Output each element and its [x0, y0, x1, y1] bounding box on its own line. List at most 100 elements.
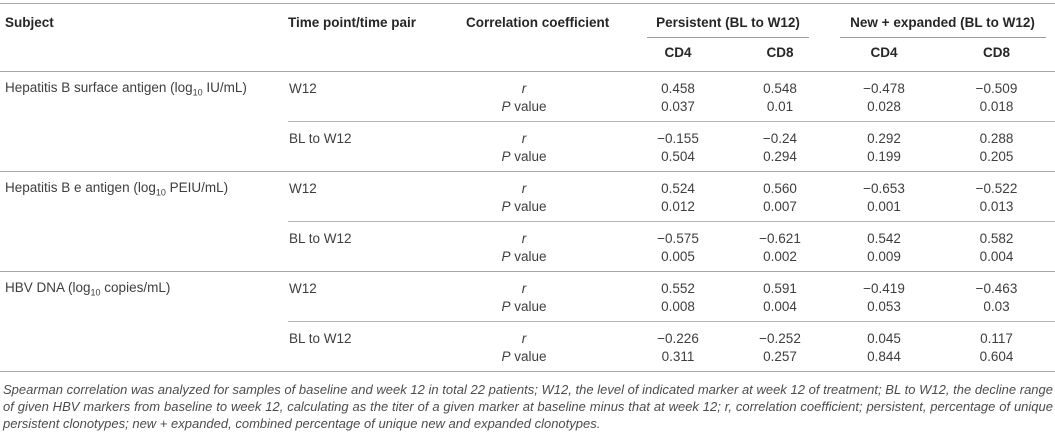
value-cell: 0.005	[626, 247, 730, 271]
column-group-new-expanded-label: New + expanded (BL to W12)	[840, 4, 1046, 38]
value-cell: 0.591	[730, 271, 830, 297]
header-row-groups: Subject Time point/time pair Correlation…	[0, 4, 1055, 39]
value-cell: −0.575	[626, 221, 730, 247]
stat-label-cell: P value	[466, 247, 626, 271]
value-cell: 0.205	[938, 147, 1055, 171]
column-group-persistent: Persistent (BL to W12)	[626, 4, 830, 39]
subject-cell: Hepatitis B surface antigen (log10 IU/mL…	[0, 71, 288, 171]
time-point-cell	[288, 147, 466, 171]
value-cell: 0.001	[830, 197, 938, 221]
value-cell: 0.018	[938, 97, 1055, 121]
stat-label-cell: r	[466, 221, 626, 247]
value-cell: 0.292	[830, 121, 938, 147]
subject-name: Hepatitis B surface antigen (log	[5, 80, 193, 95]
p-label-rest: value	[510, 299, 546, 314]
value-cell: −0.226	[626, 321, 730, 347]
value-cell: 0.01	[730, 97, 830, 121]
value-cell: 0.028	[830, 97, 938, 121]
value-cell: 0.002	[730, 247, 830, 271]
table-footnote: Spearman correlation was analyzed for sa…	[0, 381, 1055, 432]
value-cell: −0.509	[938, 71, 1055, 97]
p-label-rest: value	[510, 199, 546, 214]
stat-label-cell: r	[466, 121, 626, 147]
p-label-rest: value	[510, 149, 546, 164]
value-cell: −0.478	[830, 71, 938, 97]
value-cell: −0.463	[938, 271, 1055, 297]
value-cell: 0.288	[938, 121, 1055, 147]
value-cell: −0.522	[938, 171, 1055, 197]
column-header-subject: Subject	[0, 4, 288, 72]
subject-cell: Hepatitis B e antigen (log10 PEIU/mL)	[0, 171, 288, 271]
stat-label-cell: P value	[466, 197, 626, 221]
value-cell: −0.24	[730, 121, 830, 147]
stat-label-cell: r	[466, 171, 626, 197]
value-cell: −0.155	[626, 121, 730, 147]
column-header-correlation: Correlation coefficient	[466, 4, 626, 72]
subject-block-hbv-dna: HBV DNA (log10 copies/mL) W12 r 0.552 0.…	[0, 271, 1055, 371]
time-point-cell: BL to W12	[288, 221, 466, 247]
value-cell: 0.008	[626, 297, 730, 321]
value-cell: 0.257	[730, 347, 830, 371]
p-label-rest: value	[510, 249, 546, 264]
column-header-new-cd4: CD4	[830, 38, 938, 71]
value-cell: 0.013	[938, 197, 1055, 221]
time-point-cell: W12	[288, 171, 466, 197]
subject-block-hbeag: Hepatitis B e antigen (log10 PEIU/mL) W1…	[0, 171, 1055, 271]
stat-label-cell: r	[466, 321, 626, 347]
table-row: HBV DNA (log10 copies/mL) W12 r 0.552 0.…	[0, 271, 1055, 297]
value-cell: 0.004	[938, 247, 1055, 271]
subject-name-unit: copies/mL)	[101, 280, 171, 295]
stat-label-cell: P value	[466, 297, 626, 321]
value-cell: 0.548	[730, 71, 830, 97]
column-header-persistent-cd8: CD8	[730, 38, 830, 71]
time-point-cell: BL to W12	[288, 321, 466, 347]
value-cell: 0.045	[830, 321, 938, 347]
column-header-persistent-cd4: CD4	[626, 38, 730, 71]
subject-name-subscript: 10	[91, 287, 101, 297]
p-label-rest: value	[510, 349, 546, 364]
time-point-cell: W12	[288, 271, 466, 297]
time-point-cell	[288, 97, 466, 121]
value-cell: 0.542	[830, 221, 938, 247]
value-cell: 0.117	[938, 321, 1055, 347]
table-row: Hepatitis B surface antigen (log10 IU/mL…	[0, 71, 1055, 97]
column-group-persistent-label: Persistent (BL to W12)	[647, 4, 809, 38]
subject-name-subscript: 10	[156, 187, 166, 197]
value-cell: 0.007	[730, 197, 830, 221]
value-cell: −0.419	[830, 271, 938, 297]
value-cell: 0.009	[830, 247, 938, 271]
value-cell: 0.552	[626, 271, 730, 297]
value-cell: 0.582	[938, 221, 1055, 247]
subject-cell: HBV DNA (log10 copies/mL)	[0, 271, 288, 371]
value-cell: 0.604	[938, 347, 1055, 371]
value-cell: 0.524	[626, 171, 730, 197]
value-cell: 0.311	[626, 347, 730, 371]
value-cell: 0.03	[938, 297, 1055, 321]
subject-name: Hepatitis B e antigen (log	[5, 180, 156, 195]
subject-name-subscript: 10	[193, 87, 203, 97]
time-point-cell: BL to W12	[288, 121, 466, 147]
p-label-rest: value	[510, 99, 546, 114]
column-header-time-pair: Time point/time pair	[288, 4, 466, 72]
column-group-new-expanded: New + expanded (BL to W12)	[830, 4, 1055, 39]
value-cell: 0.037	[626, 97, 730, 121]
value-cell: 0.012	[626, 197, 730, 221]
time-point-cell	[288, 197, 466, 221]
time-point-cell	[288, 297, 466, 321]
value-cell: 0.458	[626, 71, 730, 97]
column-header-new-cd8: CD8	[938, 38, 1055, 71]
value-cell: 0.560	[730, 171, 830, 197]
table-header: Subject Time point/time pair Correlation…	[0, 4, 1055, 72]
table-row: Hepatitis B e antigen (log10 PEIU/mL) W1…	[0, 171, 1055, 197]
subject-name-unit: IU/mL)	[203, 80, 247, 95]
value-cell: 0.199	[830, 147, 938, 171]
value-cell: −0.653	[830, 171, 938, 197]
subject-name-unit: PEIU/mL)	[166, 180, 228, 195]
value-cell: −0.621	[730, 221, 830, 247]
correlation-table: Subject Time point/time pair Correlation…	[0, 3, 1055, 372]
stat-label-cell: P value	[466, 97, 626, 121]
stat-label-cell: P value	[466, 147, 626, 171]
time-point-cell: W12	[288, 71, 466, 97]
value-cell: 0.004	[730, 297, 830, 321]
